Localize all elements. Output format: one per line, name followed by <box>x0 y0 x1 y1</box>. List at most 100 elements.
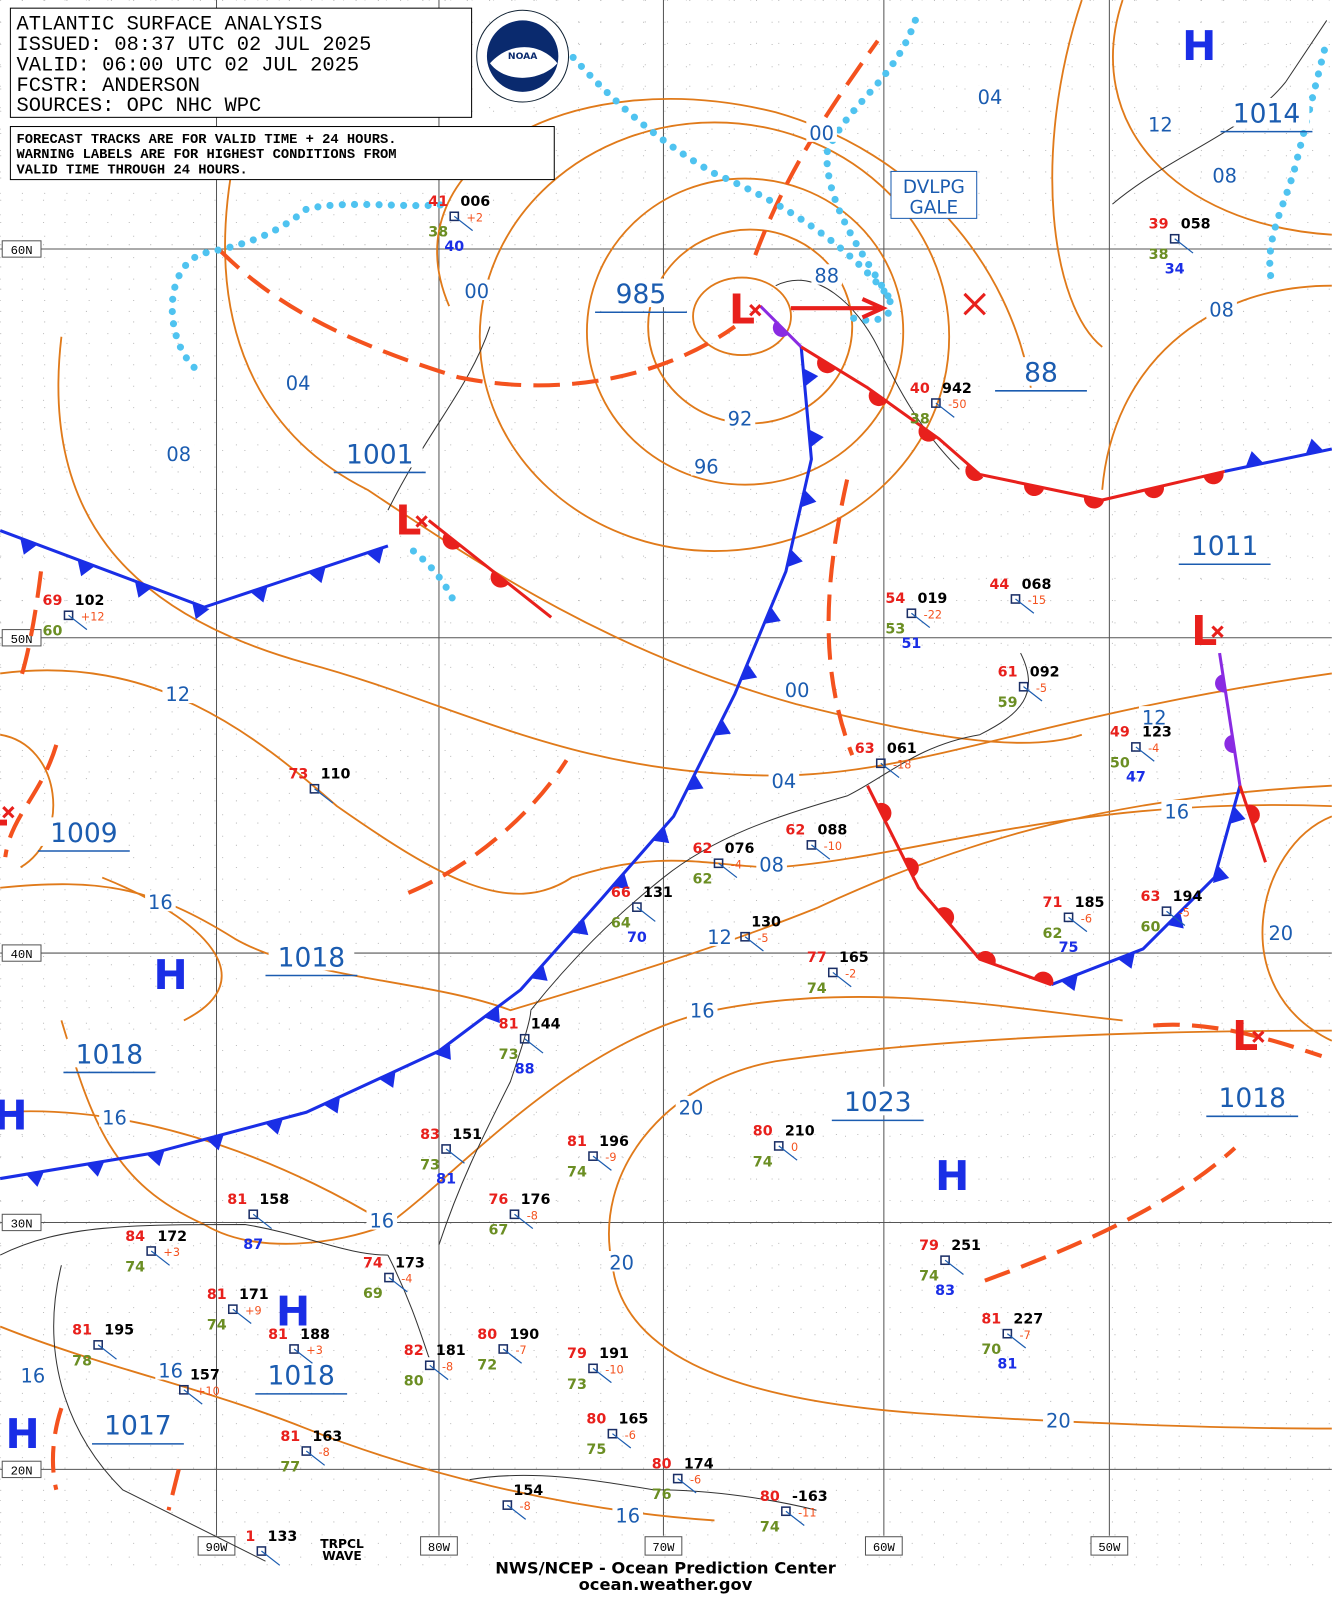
pressure: 158 <box>259 1192 289 1208</box>
occluded-pip <box>772 321 789 337</box>
front <box>866 785 1052 987</box>
center-pressure: 1017 <box>104 1411 171 1442</box>
pressure: 130 <box>751 915 781 931</box>
cold-front-pip <box>1305 438 1324 455</box>
coastline <box>387 1010 532 1358</box>
trough <box>1153 1022 1323 1059</box>
station-marker <box>588 1151 598 1161</box>
temperature: 81 <box>227 1192 247 1208</box>
label-bg <box>1145 113 1176 134</box>
warning-label: DVLPG <box>903 177 965 198</box>
visibility: 81 <box>436 1172 456 1188</box>
station-marker <box>773 1141 784 1151</box>
wind-barb <box>1023 686 1043 702</box>
center-pressure: 1018 <box>76 1039 143 1070</box>
temperature: 82 <box>404 1343 424 1359</box>
pressure-tendency: -10 <box>824 840 842 853</box>
label-bg <box>17 1364 49 1385</box>
visibility: 75 <box>1059 940 1079 956</box>
warm-front-pip <box>817 357 836 374</box>
isobar-label: 16 <box>21 1365 46 1388</box>
station-marker <box>1169 233 1180 244</box>
isobar-label: 16 <box>615 1504 640 1527</box>
label-bg <box>1206 297 1237 319</box>
pressure: 194 <box>1173 889 1203 905</box>
wind-barb <box>592 1155 612 1171</box>
temperature: 81 <box>280 1429 300 1445</box>
label-box <box>420 1536 458 1556</box>
cold-front-pip <box>366 547 384 564</box>
pressure: 165 <box>619 1411 649 1427</box>
visibility: 34 <box>1165 261 1185 277</box>
pressure: 942 <box>942 381 972 397</box>
isobar-label: 16 <box>102 1106 127 1129</box>
wind-barb <box>293 1348 313 1364</box>
center-pressure: 1018 <box>267 1361 334 1392</box>
pressure-tendency: -11 <box>798 1506 816 1519</box>
temperature: 63 <box>1141 889 1161 905</box>
label-bg <box>781 678 813 699</box>
label-bg <box>282 371 314 392</box>
station-marker <box>309 783 320 794</box>
dewpoint: 73 <box>567 1377 587 1393</box>
pressure-tendency: +9 <box>245 1304 262 1317</box>
dewpoint: 74 <box>919 1269 939 1285</box>
isobar-label: 96 <box>694 455 719 478</box>
temperature: 81 <box>567 1134 587 1150</box>
pressure-tendency: -4 <box>1148 742 1159 755</box>
warm-front-pip <box>1143 485 1165 499</box>
isobar-label: 20 <box>1268 922 1293 945</box>
pressure: 190 <box>509 1327 539 1343</box>
wind-barb <box>1174 238 1194 254</box>
note-line: WARNING LABELS ARE FOR HIGHEST CONDITION… <box>17 148 397 163</box>
pressure-tendency: -8 <box>442 1360 453 1373</box>
isobar-label: 00 <box>785 679 810 702</box>
isobar-label: 04 <box>978 86 1003 109</box>
warm-front-pip <box>918 425 938 442</box>
wind-barb <box>429 1364 449 1381</box>
dewpoint: 69 <box>363 1286 383 1302</box>
warm-front-pip <box>876 802 892 823</box>
label-bg <box>806 121 837 142</box>
cold-front-pip <box>800 489 817 508</box>
visibility: 51 <box>901 636 921 652</box>
pressure: 131 <box>643 885 673 901</box>
pressure: 157 <box>190 1368 220 1384</box>
dewpoint: 60 <box>1141 920 1161 936</box>
label-bg <box>99 1106 130 1127</box>
label-bg <box>258 1360 345 1389</box>
dewpoint: 74 <box>125 1259 145 1275</box>
cold-front-pip <box>1167 911 1184 929</box>
label-bg <box>336 438 423 468</box>
dewpoint: 60 <box>43 624 63 640</box>
occluded-pip <box>1215 674 1226 693</box>
pressure: 181 <box>436 1343 466 1359</box>
trough <box>753 39 880 256</box>
label-bg <box>675 1095 707 1117</box>
logo-gull <box>489 47 558 78</box>
wind-barb <box>612 1433 632 1449</box>
pressure: -163 <box>792 1489 828 1505</box>
temperature: 80 <box>760 1489 780 1505</box>
wind-barb <box>305 1450 326 1466</box>
pressure: 133 <box>268 1529 298 1545</box>
station-marker <box>1131 742 1141 752</box>
pressure-tendency: -10 <box>605 1363 623 1376</box>
visibility: 47 <box>1126 770 1146 786</box>
latitude-label: 60N <box>11 244 33 258</box>
pressure: 165 <box>839 950 869 966</box>
isobar <box>586 177 905 486</box>
pressure: 171 <box>239 1287 269 1303</box>
pressure-tendency: -5 <box>1179 906 1190 919</box>
isobar-label: 12 <box>165 683 190 706</box>
temperature: 80 <box>753 1124 773 1140</box>
wind-barb <box>524 1038 544 1054</box>
cold-front-pip <box>686 773 704 791</box>
cold-front-pip <box>206 1134 224 1151</box>
station-marker <box>940 1255 950 1266</box>
wind-barb <box>314 788 334 804</box>
cold-front-pip <box>434 1042 451 1060</box>
trough <box>826 479 855 756</box>
coastline <box>530 652 1030 1011</box>
